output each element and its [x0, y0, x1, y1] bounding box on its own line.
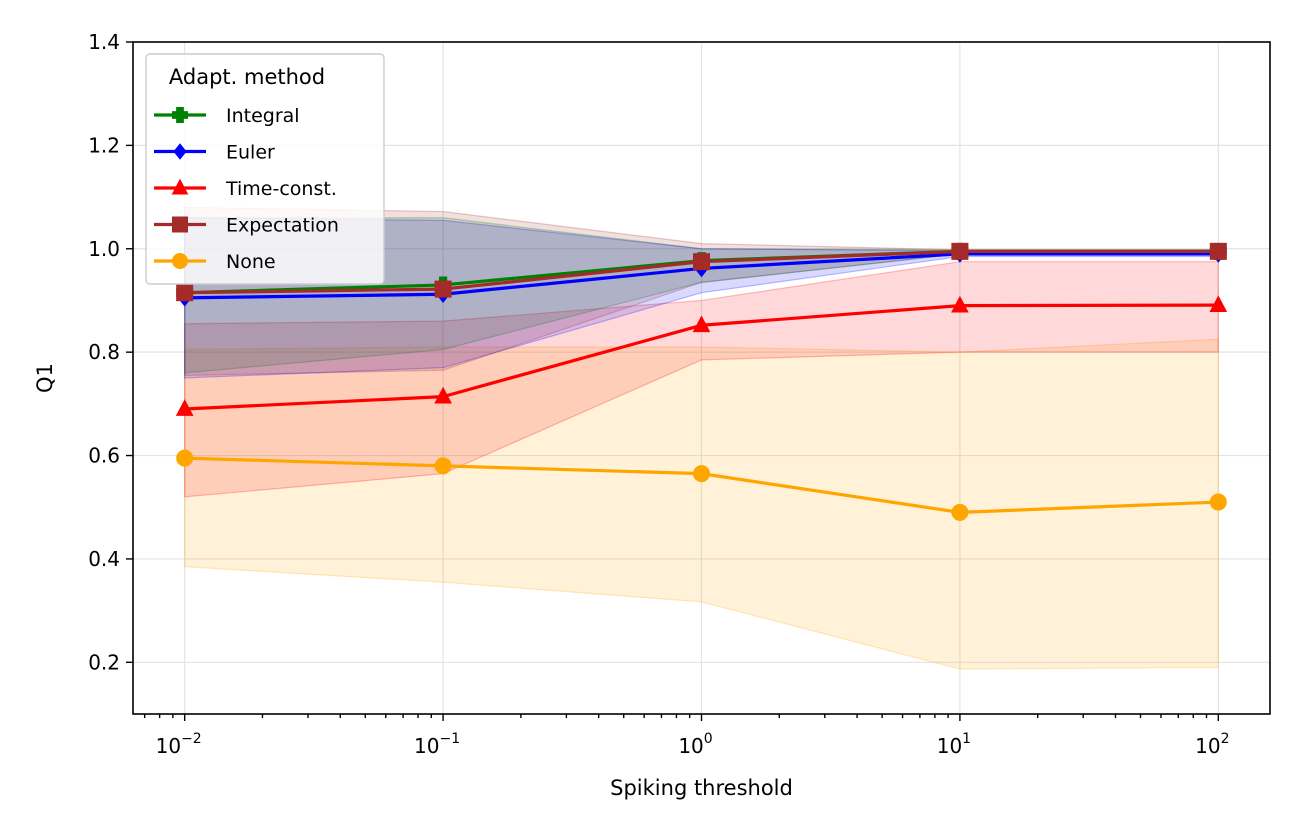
- legend-swatch-marker: [172, 107, 188, 123]
- error-bands: [184, 206, 1219, 670]
- legend-label: None: [226, 251, 276, 273]
- point-none: [434, 457, 452, 475]
- point-time-const: [951, 295, 969, 313]
- x-tick-label: 100: [678, 731, 712, 758]
- legend-entry-none: None: [154, 251, 276, 273]
- point-expectation: [434, 280, 452, 298]
- point-expectation: [1209, 242, 1227, 260]
- point-none: [1209, 493, 1227, 511]
- point-time-const: [692, 315, 711, 333]
- axis-ticks: 10−2 10−1 100 101 102 0.2 0.4 0.6 0.8 1.0 1.2 1.4: [88, 30, 1229, 758]
- band-none: [184, 338, 1219, 670]
- x-tick-label: 102: [1195, 731, 1229, 758]
- y-axis-label: Q1: [33, 363, 57, 393]
- legend-entry-euler: Euler: [154, 142, 275, 164]
- series-markers: [175, 242, 1228, 521]
- x-axis-label: Spiking threshold: [610, 776, 793, 800]
- x-tick-label: 10−1: [414, 731, 460, 758]
- legend-entry-integral: Integral: [154, 105, 300, 127]
- legend-box: [145, 53, 385, 285]
- legend-title: Adapt. method: [169, 65, 325, 89]
- point-expectation: [951, 242, 969, 260]
- legend-label: Time-const.: [225, 178, 337, 200]
- legend-entry-time-const: Time-const.: [154, 178, 337, 200]
- x-tick-label: 101: [937, 731, 971, 758]
- point-none: [176, 449, 194, 467]
- x-tick-label: 10−2: [156, 731, 202, 758]
- point-time-const: [1209, 295, 1228, 313]
- band-time-const-: [184, 261, 1219, 498]
- y-tick-label: 1.0: [88, 237, 120, 261]
- point-time-const: [175, 399, 194, 416]
- point-none: [693, 465, 710, 483]
- y-tick-label: 0.6: [88, 444, 120, 468]
- point-expectation: [176, 284, 194, 302]
- y-tick-label: 0.2: [88, 650, 120, 674]
- y-tick-label: 1.2: [88, 133, 120, 157]
- y-tick-label: 1.4: [88, 30, 120, 54]
- y-tick-label: 0.8: [88, 340, 120, 364]
- legend-swatch-marker: [172, 253, 188, 269]
- point-none: [951, 503, 969, 521]
- legend-entries: Integral Euler Time-const. Expectation None: [154, 105, 339, 273]
- point-expectation: [693, 253, 710, 271]
- y-tick-label: 0.4: [88, 547, 120, 571]
- legend-label: Integral: [226, 105, 300, 127]
- legend-swatch-marker: [171, 178, 189, 195]
- legend-swatch-marker: [172, 216, 188, 233]
- legend-swatch-marker: [173, 143, 187, 160]
- legend-label: Expectation: [226, 215, 339, 237]
- legend-entry-expectation: Expectation: [154, 215, 339, 237]
- legend-label: Euler: [226, 142, 275, 164]
- legend: Adapt. method Integral Euler Time-const. Ex…: [145, 53, 385, 285]
- point-time-const: [434, 386, 452, 404]
